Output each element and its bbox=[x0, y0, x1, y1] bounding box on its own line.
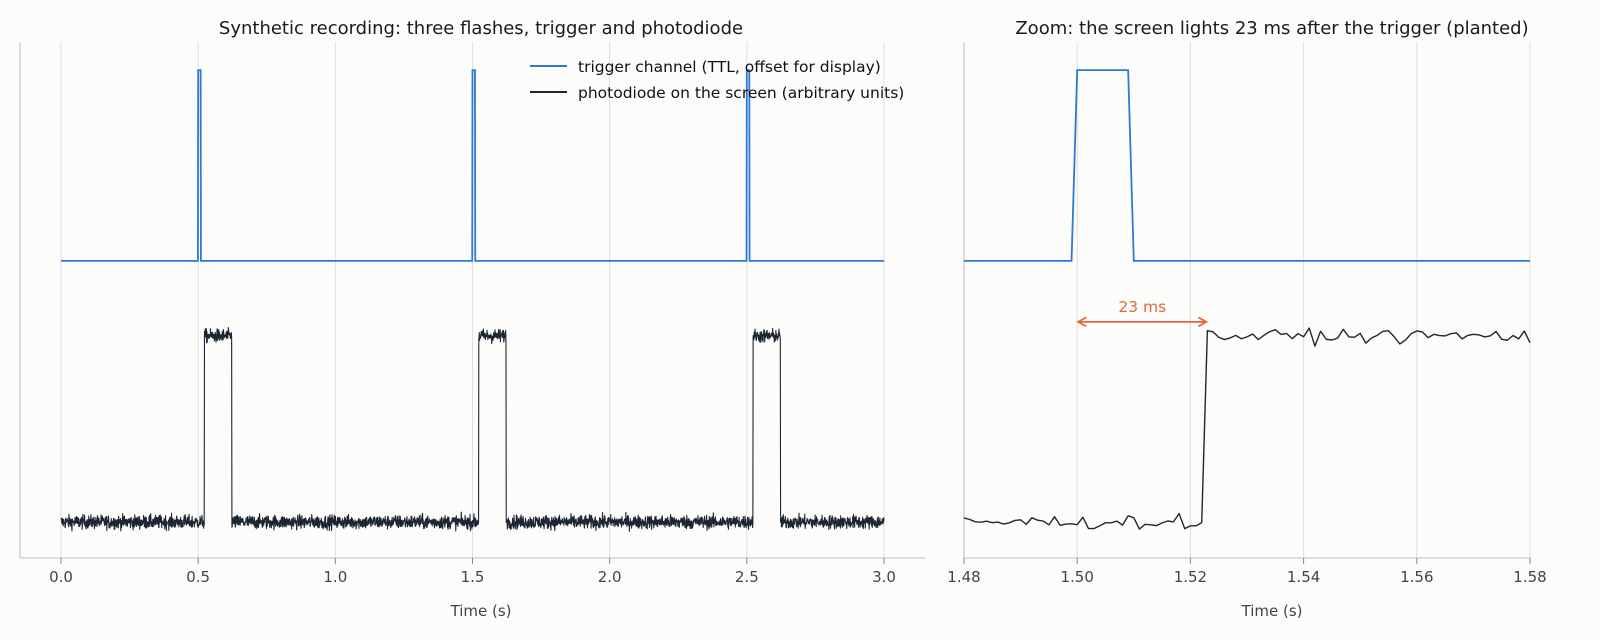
main-tick-label: 2.5 bbox=[735, 568, 759, 586]
main-x-ticks: 0.0 0.5 1.0 1.5 2.0 2.5 3.0 bbox=[49, 558, 896, 586]
zoom-tick-label: 1.54 bbox=[1287, 568, 1320, 586]
main-trigger-line bbox=[61, 69, 884, 262]
legend-label-trigger: trigger channel (TTL, offset for display… bbox=[578, 58, 881, 76]
zoom-series bbox=[963, 69, 1531, 530]
zoom-photodiode-line bbox=[963, 327, 1531, 530]
main-tick-label: 1.5 bbox=[461, 568, 485, 586]
legend-label-photodiode: photodiode on the screen (arbitrary unit… bbox=[578, 84, 904, 102]
main-photodiode-line bbox=[60, 327, 885, 532]
main-series bbox=[60, 69, 885, 532]
main-tick-label: 1.0 bbox=[323, 568, 347, 586]
zoom-tick-label: 1.56 bbox=[1400, 568, 1433, 586]
zoom-chart: 1.48 1.50 1.52 1.54 1.56 1.58 23 ms Zoom: the… bbox=[947, 18, 1546, 620]
main-x-axis-label: Time (s) bbox=[450, 602, 512, 620]
zoom-chart-title: Zoom: the screen lights 23 ms after the … bbox=[1015, 18, 1528, 39]
legend: trigger channel (TTL, offset for display… bbox=[530, 58, 904, 102]
main-tick-label: 3.0 bbox=[872, 568, 896, 586]
zoom-x-axis-label: Time (s) bbox=[1241, 602, 1303, 620]
zoom-tick-label: 1.50 bbox=[1060, 568, 1093, 586]
zoom-tick-label: 1.58 bbox=[1513, 568, 1546, 586]
latency-annotation: 23 ms bbox=[1076, 298, 1209, 328]
main-chart: 0.0 0.5 1.0 1.5 2.0 2.5 3.0 Synthetic recordin… bbox=[19, 18, 925, 620]
main-tick-label: 0.0 bbox=[49, 568, 73, 586]
zoom-trigger-line bbox=[964, 69, 1530, 262]
zoom-tick-label: 1.48 bbox=[947, 568, 980, 586]
latency-annotation-label: 23 ms bbox=[1118, 298, 1166, 316]
main-tick-label: 2.0 bbox=[598, 568, 622, 586]
zoom-grid bbox=[963, 42, 1531, 558]
zoom-tick-label: 1.52 bbox=[1174, 568, 1207, 586]
zoom-x-ticks: 1.48 1.50 1.52 1.54 1.56 1.58 bbox=[947, 558, 1547, 586]
main-tick-label: 0.5 bbox=[186, 568, 210, 586]
main-chart-title: Synthetic recording: three flashes, trig… bbox=[219, 18, 743, 39]
latency-arrow-head-left bbox=[1076, 316, 1087, 328]
latency-arrow-head-right bbox=[1197, 316, 1209, 328]
